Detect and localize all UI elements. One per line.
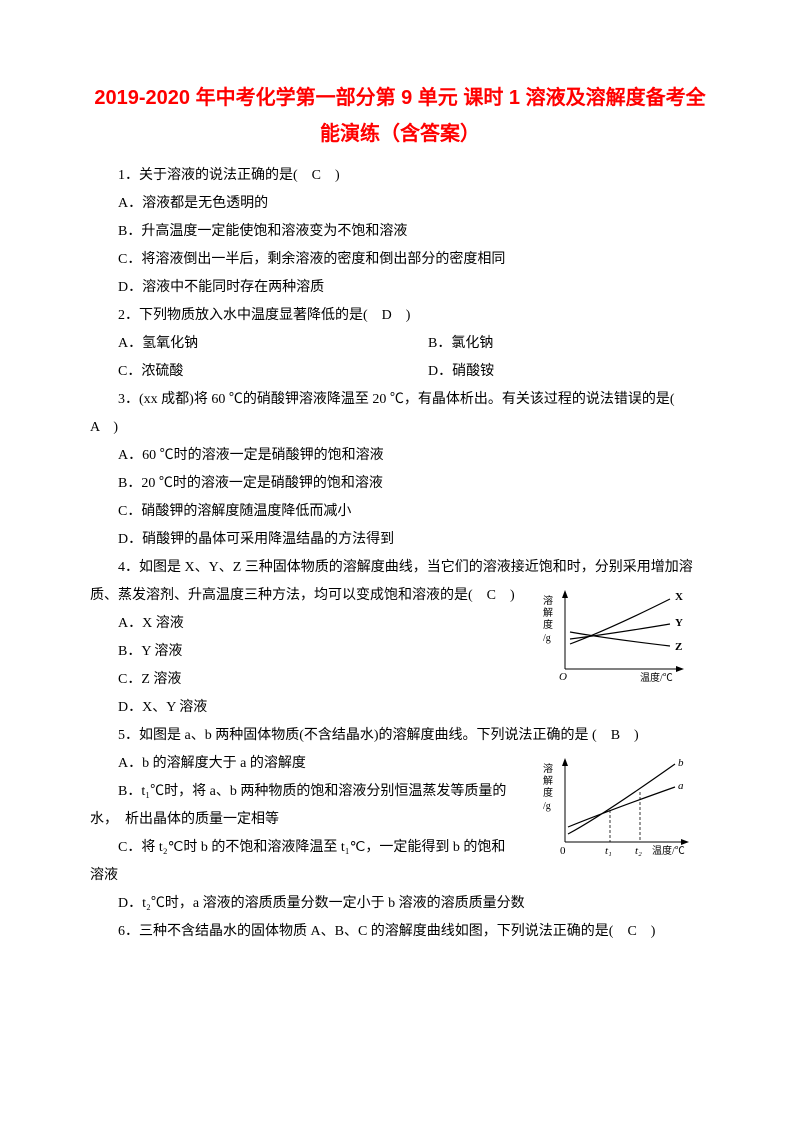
q4-ylabel1: 溶 [543,594,553,607]
q5-label-b: b [678,757,684,769]
q4-chart: X Y Z 溶 解 度 /g O 温度/℃ [540,584,700,684]
q2-opts-row1: A．氢氧化钠 B．氯化钠 [90,330,710,358]
q5-block: 5．如图是 a、b 两种固体物质(不含结晶水)的溶解度曲线。下列说法正确的是 (… [90,722,710,918]
q2-opt-b: B．氯化钠 [400,330,710,358]
q2-stem: 2．下列物质放入水中温度显著降低的是( D ) [90,302,710,330]
q4-origin: O [559,671,567,683]
q3-opt-d: D．硝酸钾的晶体可采用降温结晶的方法得到 [90,526,710,554]
q5-opt-c-line2: 溶液 [90,862,710,890]
q4-label-y: Y [675,617,683,629]
q1-opt-b: B．升高温度一定能使饱和溶液变为不饱和溶液 [90,218,710,246]
q5-ylabel1: 溶 [543,762,553,775]
q5-ylabel2: 解 [543,774,553,787]
q4-ylabel2: 解 [543,606,553,619]
q5-opt-d: D．t₂℃时，a 溶液的溶质质量分数一定小于 b 溶液的溶质质量分数 [90,890,710,918]
q6-stem: 6．三种不含结晶水的固体物质 A、B、C 的溶解度曲线如图，下列说法正确的是( … [90,918,710,946]
q4-label-x: X [675,591,683,603]
q5-ylabel4: /g [543,801,551,812]
q4-label-z: Z [675,641,682,653]
q5-ylabel3: 度 [543,786,553,799]
q5-t2: t₂ [635,845,642,857]
q3-opt-b: B．20 ℃时的溶液一定是硝酸钾的饱和溶液 [90,470,710,498]
q3-stem: 3．(xx 成都)将 60 ℃的硝酸钾溶液降温至 20 ℃，有晶体析出。有关该过… [90,386,710,442]
q2-opt-c: C．浓硫酸 [90,358,400,386]
q5-xlabel: 温度/℃ [652,844,685,857]
page-title: 2019-2020 年中考化学第一部分第 9 单元 课时 1 溶液及溶解度备考全… [90,80,710,152]
q4-xlabel: 温度/℃ [640,671,673,684]
q5-label-a: a [678,780,684,792]
q1-opt-d: D．溶液中不能同时存在两种溶质 [90,274,710,302]
q4-ylabel3: 度 [543,618,553,631]
q5-stem: 5．如图是 a、b 两种固体物质(不含结晶水)的溶解度曲线。下列说法正确的是 (… [90,722,710,750]
q2-opts-row2: C．浓硫酸 D．硝酸铵 [90,358,710,386]
q4-block: 4．如图是 X、Y、Z 三种固体物质的溶解度曲线，当它们的溶液接近饱和时，分别采… [90,554,710,722]
q5-chart: b a 溶 解 度 /g 0 t₁ t₂ 温度/℃ [540,752,700,862]
q5-t1: t₁ [605,845,612,857]
q2-opt-a: A．氢氧化钠 [90,330,400,358]
q4-opt-d: D．X、Y 溶液 [90,694,710,722]
q1-stem: 1．关于溶液的说法正确的是( C ) [90,162,710,190]
q2-opt-d: D．硝酸铵 [400,358,710,386]
q5-origin: 0 [560,845,566,857]
q3-opt-c: C．硝酸钾的溶解度随温度降低而减小 [90,498,710,526]
q1-opt-a: A．溶液都是无色透明的 [90,190,710,218]
q1-opt-c: C．将溶液倒出一半后，剩余溶液的密度和倒出部分的密度相同 [90,246,710,274]
q3-opt-a: A．60 ℃时的溶液一定是硝酸钾的饱和溶液 [90,442,710,470]
q4-ylabel4: /g [543,633,551,644]
